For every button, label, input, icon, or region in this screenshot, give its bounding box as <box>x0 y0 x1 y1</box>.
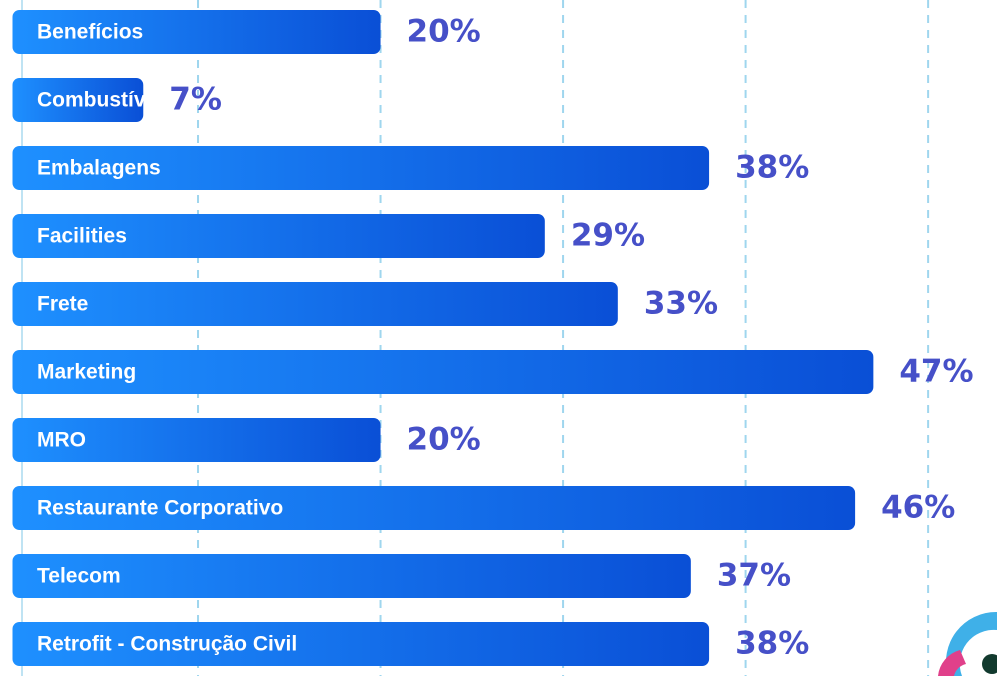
value-label: 33% <box>644 286 718 322</box>
value-label: 38% <box>735 626 809 662</box>
value-label: 20% <box>407 14 481 50</box>
value-label: 20% <box>407 422 481 458</box>
value-label: 7% <box>169 82 222 118</box>
category-label: Combustível <box>37 89 163 112</box>
bar <box>12 10 381 54</box>
bar <box>12 282 618 326</box>
decor-icon <box>938 611 997 676</box>
value-label: 47% <box>899 354 973 390</box>
bar <box>12 622 710 666</box>
category-label: Facilities <box>37 225 127 248</box>
category-label: Embalagens <box>37 157 161 180</box>
category-label: Retrofit - Construção Civil <box>37 633 297 656</box>
category-label: MRO <box>37 429 86 452</box>
value-label: 38% <box>735 150 809 186</box>
bar <box>12 350 874 394</box>
category-label: Benefícios <box>37 21 143 44</box>
category-label: Frete <box>37 293 88 316</box>
value-label: 37% <box>717 558 791 594</box>
category-label: Restaurante Corporativo <box>37 497 283 520</box>
category-label: Marketing <box>37 361 136 384</box>
bar <box>12 486 856 530</box>
value-label: 29% <box>571 218 645 254</box>
bar <box>12 78 144 122</box>
category-label: Telecom <box>37 565 121 588</box>
value-label: 46% <box>881 490 955 526</box>
bar <box>12 418 381 462</box>
bar <box>12 214 545 258</box>
bar <box>12 554 691 598</box>
bar <box>12 146 710 190</box>
